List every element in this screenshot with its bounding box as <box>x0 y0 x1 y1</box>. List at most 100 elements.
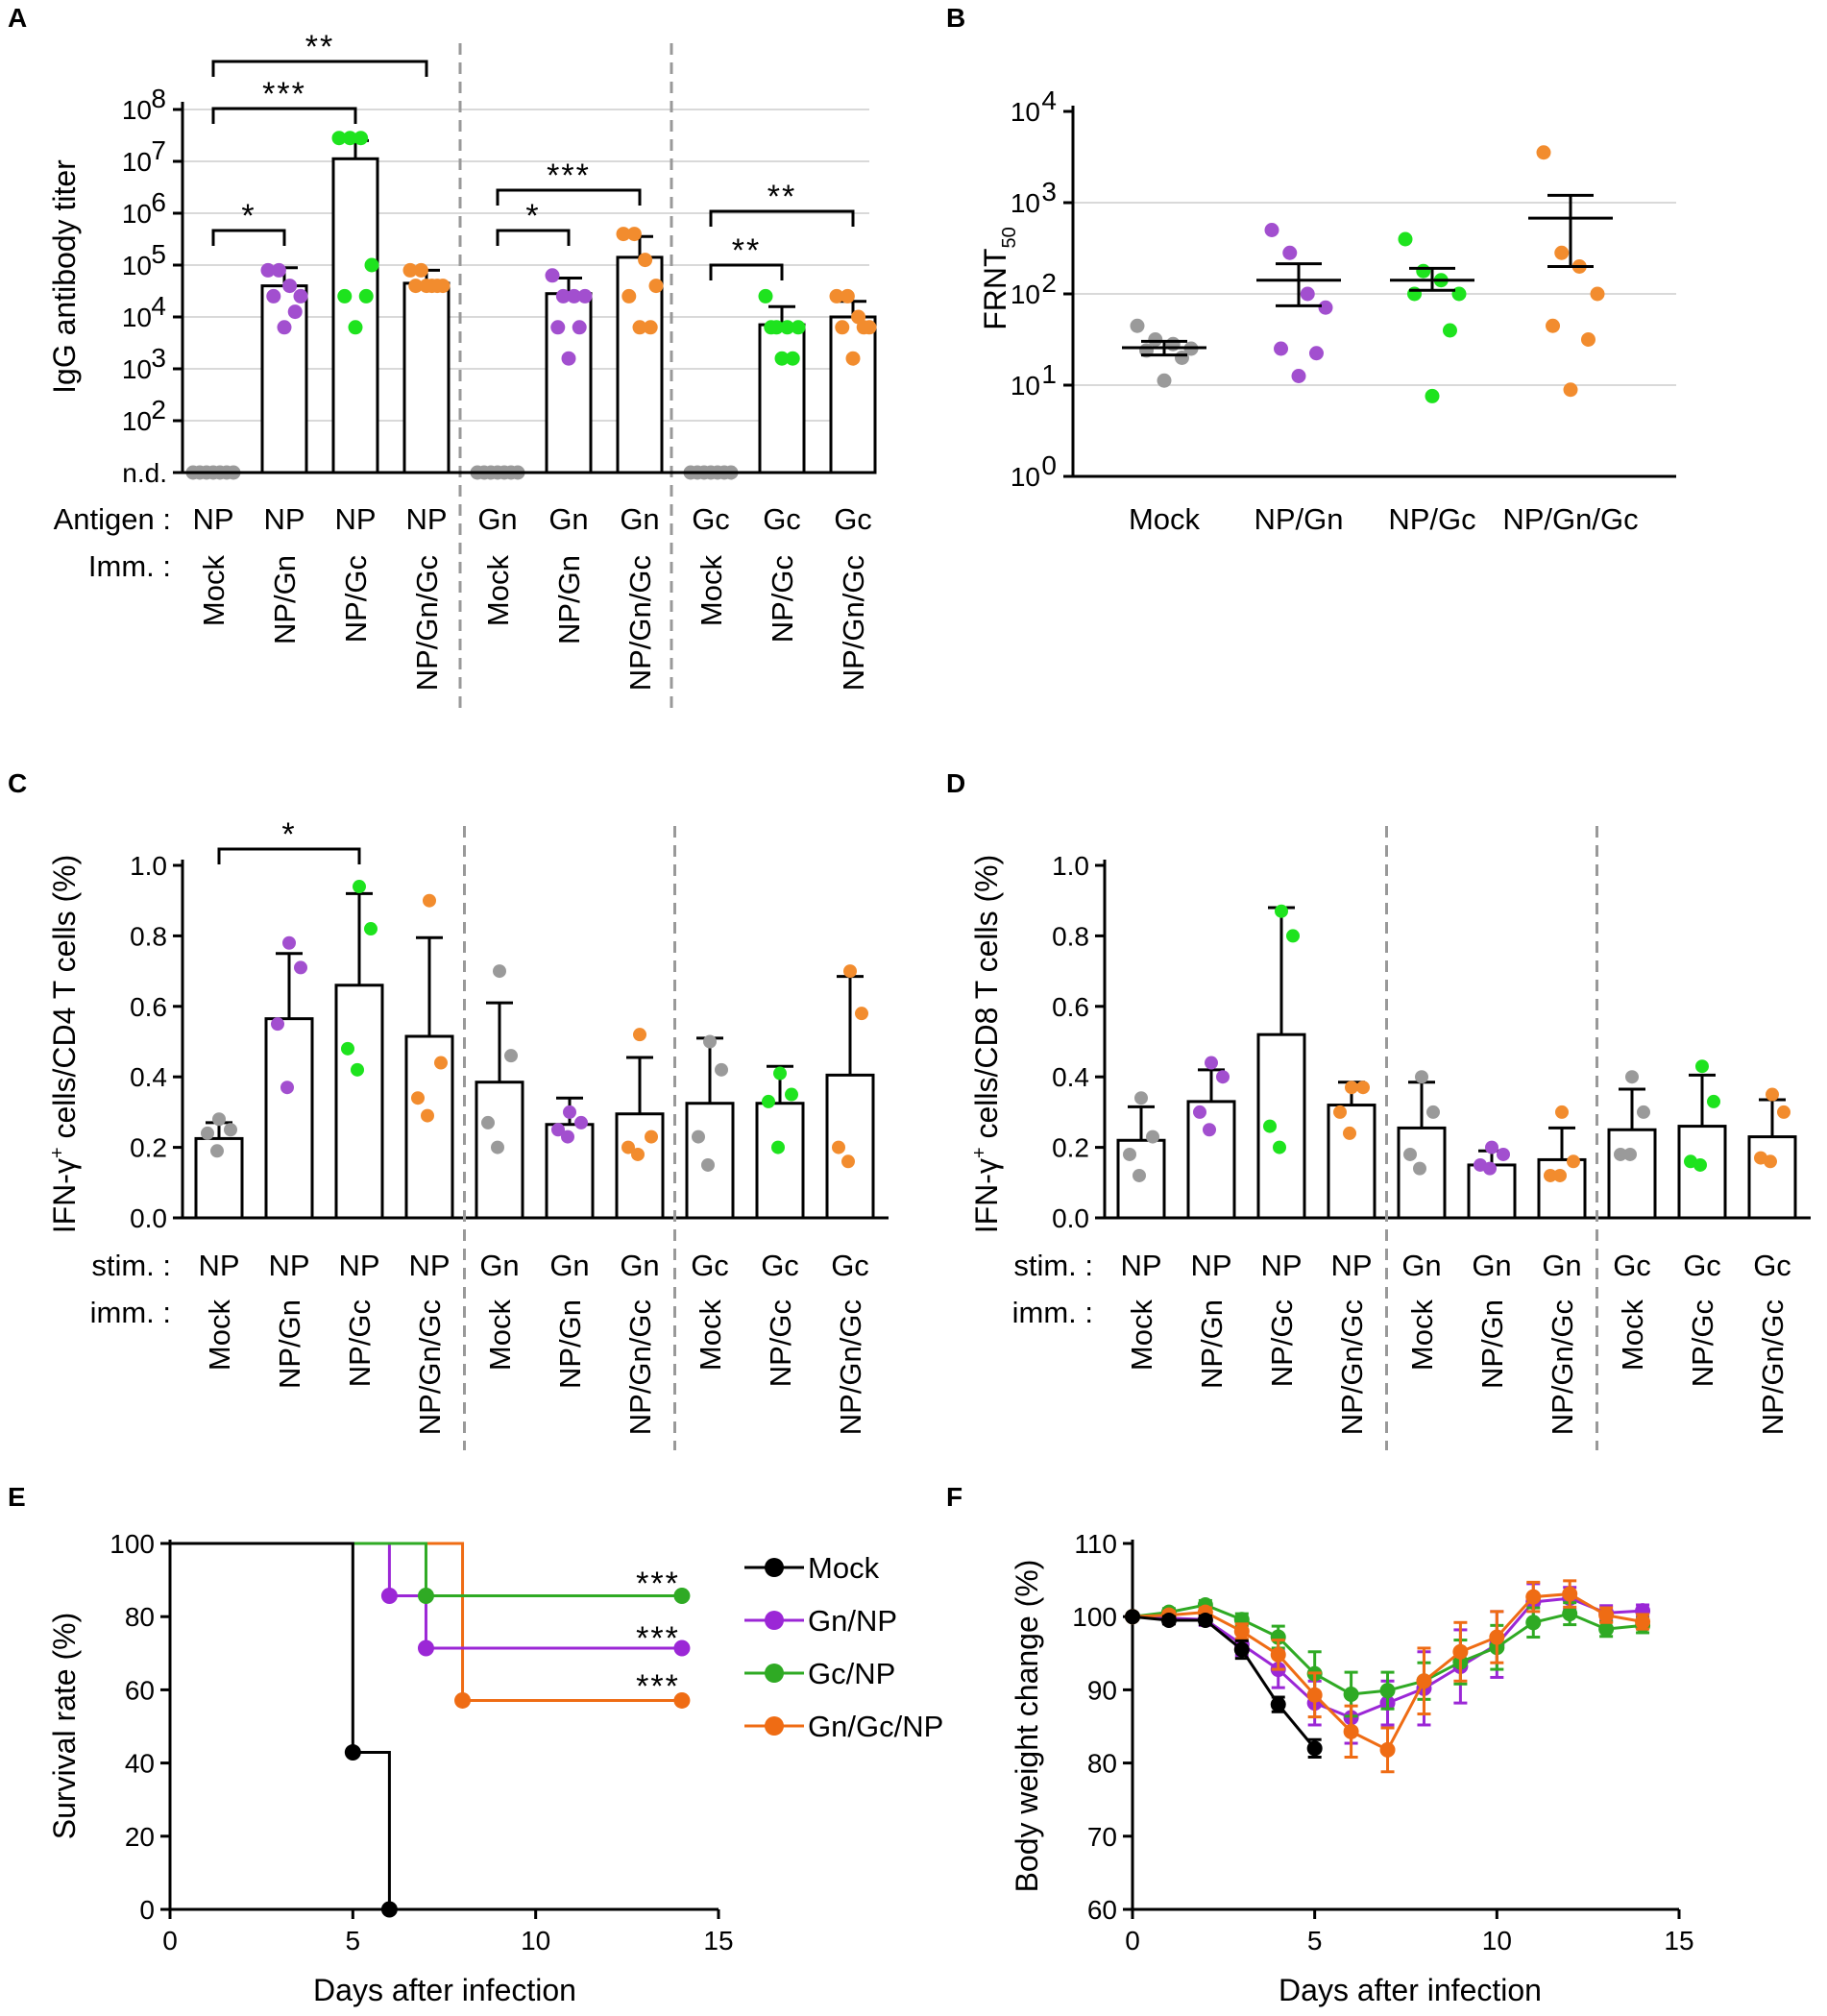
data-point <box>491 1140 504 1154</box>
data-point <box>282 279 298 294</box>
imm-label: NP/Gc <box>1265 1299 1299 1387</box>
stim-label: NP <box>1190 1249 1231 1282</box>
imm-label: NP/Gc <box>343 1299 377 1387</box>
imm-label: NP/Gn/Gc <box>1756 1299 1790 1435</box>
data-point <box>703 1034 717 1049</box>
data-point <box>616 227 631 242</box>
imm-label: NP/Gn/Gc <box>1335 1299 1369 1435</box>
data-point <box>1598 1607 1615 1623</box>
data-point <box>1379 1683 1396 1699</box>
stim-label: Gn <box>1542 1249 1581 1282</box>
data-point <box>493 964 506 979</box>
data-point <box>411 1091 425 1105</box>
data-point <box>1562 1606 1578 1622</box>
bar <box>545 292 593 474</box>
data-point <box>1764 1154 1777 1169</box>
y-tick-label: 10 <box>122 95 152 125</box>
data-point <box>1174 351 1189 365</box>
data-point <box>224 1123 237 1137</box>
stim-label: Gc <box>831 1249 869 1282</box>
x-tick-label: 5 <box>346 1926 361 1955</box>
y-tick-label: 110 <box>1074 1529 1117 1559</box>
y-axis-title-subscript: 50 <box>999 227 1020 248</box>
data-point <box>845 351 861 366</box>
bar <box>685 1102 735 1220</box>
data-point <box>364 257 379 273</box>
data-point <box>1766 1087 1779 1102</box>
y-tick-exponent: 0 <box>1041 450 1057 480</box>
data-point <box>1485 1140 1498 1154</box>
data-point <box>785 1087 798 1102</box>
data-point <box>692 1129 705 1144</box>
x-tick-label: 10 <box>521 1926 550 1955</box>
y-tick-label: 60 <box>1087 1895 1117 1925</box>
data-point <box>774 351 790 366</box>
data-point <box>344 1744 361 1761</box>
data-point <box>1452 1643 1469 1660</box>
significance-bracket <box>211 229 286 246</box>
data-point <box>212 1112 226 1127</box>
data-point <box>413 262 428 278</box>
data-point <box>701 1157 715 1172</box>
x-category-label: Mock <box>1129 502 1201 536</box>
stim-row-label: stim. : <box>91 1249 171 1282</box>
y-tick-exponent: 3 <box>1041 177 1057 206</box>
data-point <box>342 131 357 146</box>
y-axis-title-main: IFN-γ <box>969 1158 1004 1233</box>
y-tick-label: 100 <box>1072 1602 1117 1632</box>
significance-label: * <box>241 198 256 234</box>
y-tick-label: 10 <box>122 406 152 436</box>
significance-label: *** <box>262 76 306 112</box>
data-point <box>631 1147 645 1161</box>
y-axis-title: Survival rate (%) <box>47 1613 82 1840</box>
legend-marker <box>765 1664 784 1683</box>
data-point <box>561 1129 574 1144</box>
data-point <box>1193 1105 1206 1119</box>
antigen-row-label: Antigen : <box>54 502 171 536</box>
x-category-label: NP/Gn/Gc <box>1502 502 1638 536</box>
panel-d: 0.0 0.2 0.4 0.6 0.8 1.0 IFN-γ+ cells/CD8 T cel… <box>969 826 1811 1450</box>
data-point <box>1133 1168 1146 1182</box>
stim-label: NP <box>268 1249 309 1282</box>
data-point <box>337 288 353 304</box>
y-tick-exponent: 8 <box>151 84 166 113</box>
significance-label: *** <box>636 1668 680 1705</box>
antigen-label: Gn <box>548 502 588 536</box>
data-point <box>1416 1673 1432 1689</box>
imm-row-label: imm. : <box>1012 1296 1093 1329</box>
data-point <box>829 288 844 304</box>
stim-row-label: stim. : <box>1013 1249 1093 1282</box>
data-point <box>417 1587 434 1604</box>
imm-label: NP/Gn/Gc <box>413 1299 447 1435</box>
y-axis-title-superscript: + <box>47 1147 68 1158</box>
y-tick-label: 10 <box>122 251 152 280</box>
y-tick-label: 100 <box>110 1529 155 1559</box>
imm-label: NP/Gn/Gc <box>1546 1299 1579 1435</box>
y-tick-label: 10 <box>122 354 152 384</box>
y-tick-exponent: 2 <box>151 395 166 425</box>
x-axis-title: Days after infection <box>1279 1973 1542 2007</box>
y-tick-exponent: 7 <box>151 135 166 165</box>
y-tick-exponent: 1 <box>1041 359 1057 389</box>
data-point <box>1300 286 1315 302</box>
data-point <box>648 279 664 294</box>
stim-label: Gc <box>761 1249 799 1282</box>
x-tick-label: 10 <box>1482 1926 1512 1955</box>
data-point <box>1379 1741 1396 1758</box>
panel-letter-d: D <box>946 768 965 798</box>
data-point <box>1426 1105 1440 1119</box>
significance-label: ** <box>767 179 796 215</box>
imm-label: NP/Gn/Gc <box>410 555 444 691</box>
y-axis-title: FRNT50 <box>978 227 1020 330</box>
data-point <box>454 1691 472 1709</box>
data-point <box>643 320 658 335</box>
y-tick-exponent: 5 <box>151 239 166 269</box>
data-point <box>577 288 593 304</box>
data-point <box>1497 1147 1510 1161</box>
data-point <box>555 288 571 304</box>
data-point <box>551 1123 565 1137</box>
stim-label: NP <box>1120 1249 1161 1282</box>
x-tick-label: 0 <box>162 1926 178 1955</box>
data-point <box>1555 1105 1569 1119</box>
data-point <box>1413 1161 1426 1176</box>
